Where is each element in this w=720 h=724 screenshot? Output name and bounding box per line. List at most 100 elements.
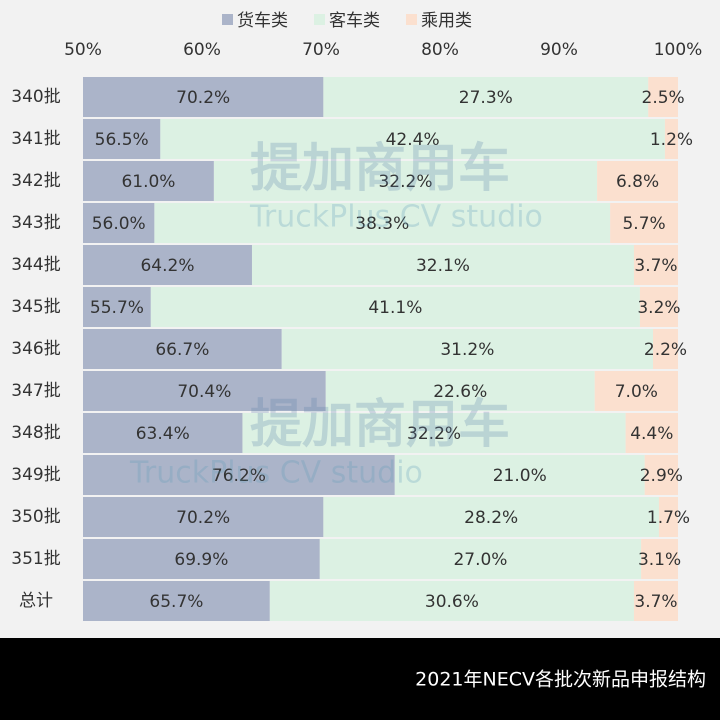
data-label: 55.7%: [90, 298, 144, 318]
data-label: 70.4%: [177, 382, 231, 402]
bar-segment: [83, 413, 243, 453]
watermark: TruckPlus CV studio: [129, 456, 423, 491]
legend-swatch: [406, 14, 417, 25]
data-label: 21.0%: [493, 466, 547, 486]
bar-segment: [83, 539, 320, 579]
data-label: 4.4%: [630, 424, 673, 444]
bar-segment: [83, 497, 324, 537]
bar-segment: [648, 77, 678, 117]
bar-segment: [394, 455, 645, 495]
data-label: 64.2%: [140, 256, 194, 276]
data-label: 61.0%: [121, 172, 175, 192]
data-label: 30.6%: [425, 592, 479, 612]
x-tick-label: 60%: [183, 40, 221, 60]
bar-segment: [269, 581, 634, 621]
x-tick-label: 80%: [421, 40, 459, 60]
watermarks: 提加商用车 TruckPlus CV studio 提加商用车 TruckPlu…: [129, 139, 543, 491]
legend-label: 乘用类: [421, 11, 472, 31]
y-tick-label: 340批: [11, 87, 60, 107]
bar-segment: [325, 371, 595, 411]
bar-segment: [83, 203, 155, 243]
x-tick-label: 90%: [540, 40, 578, 60]
bar-segment: [281, 329, 654, 369]
data-label: 66.7%: [155, 340, 209, 360]
data-label: 42.4%: [386, 130, 440, 150]
data-label: 32.2%: [378, 172, 432, 192]
watermark: 提加商用车: [250, 139, 510, 199]
bar-segment: [644, 455, 678, 495]
data-label: 70.2%: [176, 88, 230, 108]
bar-segment: [83, 455, 395, 495]
bar-segment: [597, 161, 678, 201]
data-label: 28.2%: [464, 508, 518, 528]
y-tick-label: 347批: [11, 381, 60, 401]
data-label: 38.3%: [355, 214, 409, 234]
y-tick-label: 346批: [11, 339, 60, 359]
data-label: 3.7%: [634, 592, 677, 612]
bar-segment: [83, 119, 161, 159]
bar-segment: [154, 203, 611, 243]
x-tick-label: 50%: [64, 40, 102, 60]
bar-segment: [319, 539, 642, 579]
y-tick-label: 341批: [11, 129, 60, 149]
data-label: 5.7%: [622, 214, 665, 234]
data-label: 70.2%: [176, 508, 230, 528]
bar-segment: [83, 287, 151, 327]
data-label: 3.2%: [637, 298, 680, 318]
data-label: 1.2%: [650, 130, 693, 150]
bar-segment: [639, 287, 678, 327]
bar-segment: [83, 371, 326, 411]
data-label: 56.5%: [95, 130, 149, 150]
data-label: 3.1%: [638, 550, 681, 570]
bar-segment: [160, 119, 665, 159]
data-label: 41.1%: [368, 298, 422, 318]
data-label: 7.0%: [615, 382, 658, 402]
data-label: 27.3%: [459, 88, 513, 108]
data-label: 31.2%: [440, 340, 494, 360]
x-tick-label: 100%: [654, 40, 703, 60]
bar-segment: [641, 539, 678, 579]
bar-segment: [664, 119, 678, 159]
data-label: 32.2%: [407, 424, 461, 444]
bar-segment: [242, 413, 626, 453]
footer-band: [0, 638, 720, 720]
y-tick-label: 351批: [11, 549, 60, 569]
data-label: 65.7%: [149, 592, 203, 612]
bar-segment: [658, 497, 678, 537]
data-label: 22.6%: [433, 382, 487, 402]
watermark: TruckPlus CV studio: [249, 200, 543, 235]
legend-label: 客车类: [329, 11, 380, 31]
bar-segment: [83, 581, 270, 621]
bar-segment: [625, 413, 678, 453]
y-tick-label: 343批: [11, 213, 60, 233]
bar-segment: [653, 329, 678, 369]
bar-segment: [213, 161, 598, 201]
data-label: 63.4%: [136, 424, 190, 444]
data-label: 2.5%: [642, 88, 685, 108]
chart-title: 2021年NECV各批次新品申报结构: [415, 669, 706, 691]
data-label: 27.0%: [453, 550, 507, 570]
legend-swatch: [222, 14, 233, 25]
data-label: 69.9%: [174, 550, 228, 570]
data-label: 56.0%: [92, 214, 146, 234]
bar-segment: [150, 287, 640, 327]
data-label: 2.2%: [644, 340, 687, 360]
bar-segment: [83, 77, 324, 117]
bar-segment: [83, 161, 214, 201]
watermark: 提加商用车: [250, 395, 510, 455]
data-label: 76.2%: [212, 466, 266, 486]
y-tick-label: 345批: [11, 297, 60, 317]
y-tick-label: 350批: [11, 507, 60, 527]
data-label: 6.8%: [616, 172, 659, 192]
data-label: 1.7%: [647, 508, 690, 528]
bar-segment: [633, 581, 678, 621]
bar-segment: [323, 77, 649, 117]
data-label: 3.7%: [634, 256, 677, 276]
y-tick-label: 344批: [11, 255, 60, 275]
data-label: 2.9%: [640, 466, 683, 486]
legend-swatch: [314, 14, 325, 25]
bar-segment: [594, 371, 678, 411]
bar-segment: [83, 329, 282, 369]
legend-label: 货车类: [237, 11, 288, 31]
